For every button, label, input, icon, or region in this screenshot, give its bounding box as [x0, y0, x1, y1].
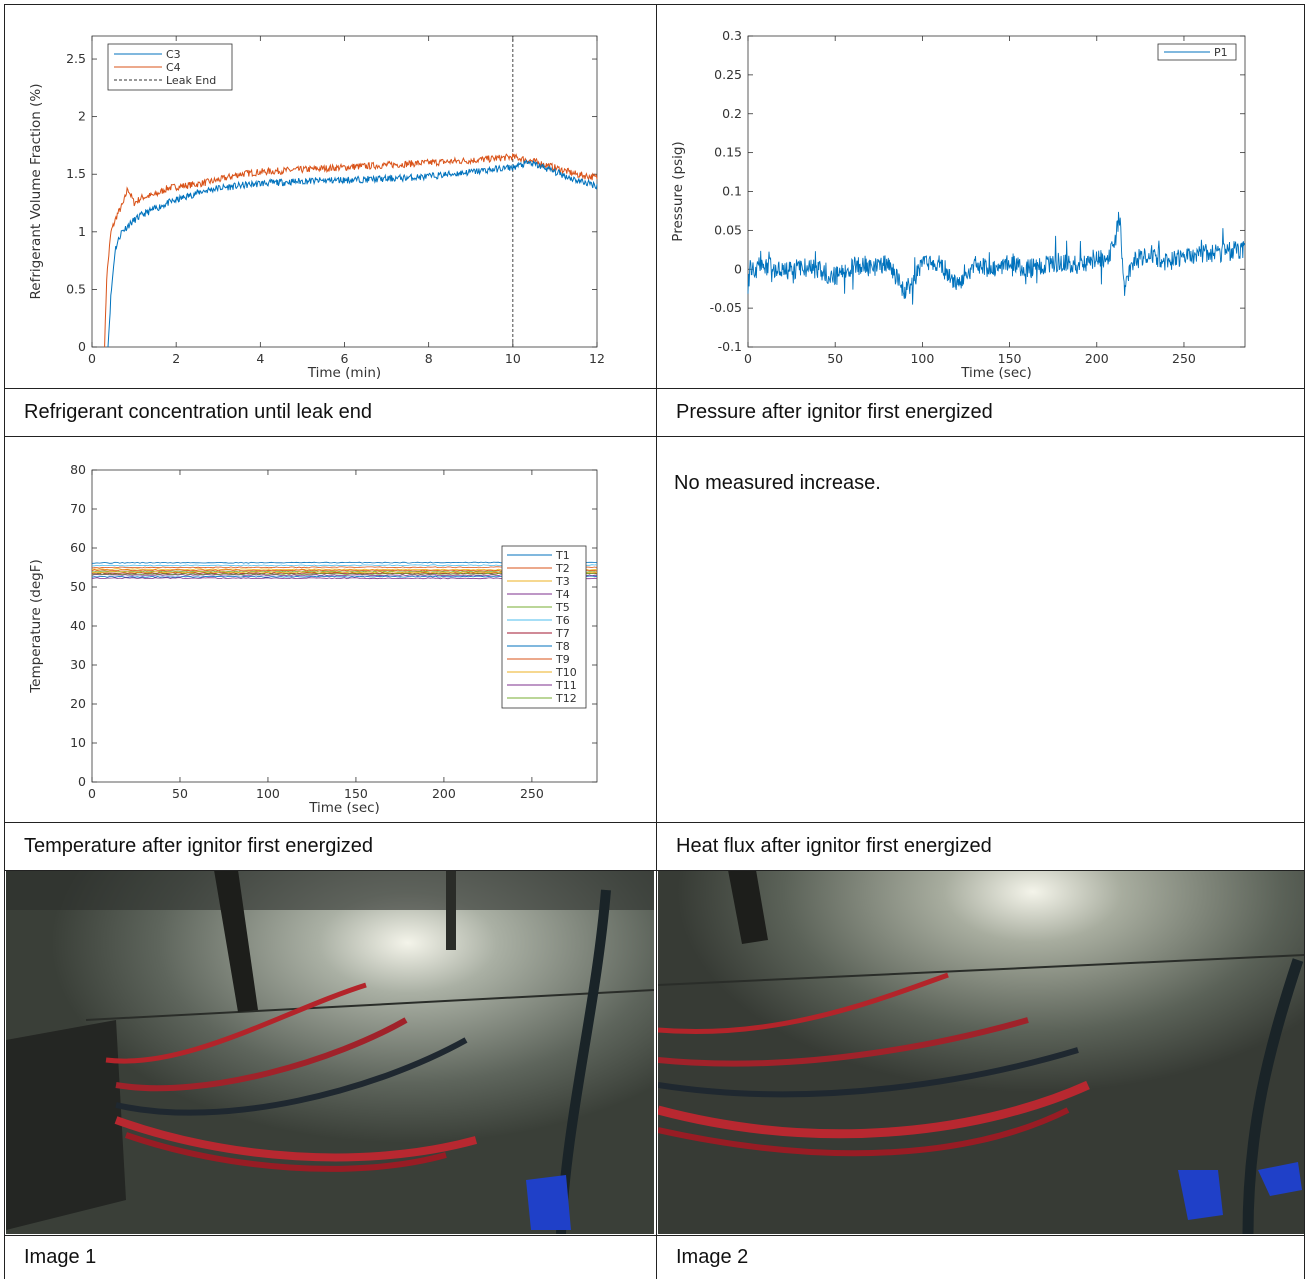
x-tick-label: 150	[998, 351, 1022, 366]
legend-label: T8	[555, 640, 570, 653]
y-axis-label: Refrigerant Volume Fraction (%)	[28, 83, 44, 299]
caption-image-2: Image 2	[676, 1246, 749, 1268]
y-tick-label: -0.1	[718, 339, 742, 354]
y-tick-label: -0.05	[710, 300, 742, 315]
legend-label: T7	[555, 627, 570, 640]
x-tick-label: 0	[744, 351, 752, 366]
x-tick-label: 10	[505, 351, 521, 366]
y-tick-label: 2.5	[66, 51, 86, 66]
x-tick-label: 250	[1172, 351, 1196, 366]
legend-label: T2	[555, 562, 570, 575]
heat-flux-result-text: No measured increase.	[674, 472, 881, 494]
y-tick-label: 10	[70, 735, 86, 750]
y-tick-label: 0.2	[722, 106, 742, 121]
plot-area	[747, 35, 1246, 348]
y-tick-label: 0.3	[722, 28, 742, 43]
y-axis-label: Pressure (psig)	[670, 141, 686, 241]
grid-line	[4, 436, 1305, 437]
x-axis-label: Time (sec)	[308, 800, 380, 816]
x-tick-label: 2	[172, 351, 180, 366]
y-tick-label: 0.25	[714, 67, 742, 82]
x-tick-label: 4	[256, 351, 264, 366]
legend-label: T10	[555, 666, 577, 679]
y-tick-label: 0	[734, 261, 742, 276]
x-tick-label: 12	[589, 351, 605, 366]
pressure-chart: 0 50 100 150 200 250 -0.1 -0.05 0 0.05 0.1 0.15 0.2 0…	[670, 28, 1246, 381]
legend-label: T9	[555, 653, 570, 666]
x-tick-label: 50	[827, 351, 843, 366]
series-c3	[107, 159, 598, 348]
grid-line	[4, 4, 1305, 5]
y-tick-label: 50	[70, 579, 86, 594]
legend-label: Leak End	[166, 74, 216, 87]
grid-line	[4, 388, 1305, 389]
y-tick-label: 40	[70, 618, 86, 633]
y-tick-label: 0.05	[714, 222, 742, 237]
concentration-chart-cell: 0 2 4 6 8 10 12 0 0.5 1 1.5 2 2.5 Time (min) Refrigera…	[4, 4, 656, 388]
caption-pressure: Pressure after ignitor first energized	[676, 400, 993, 423]
x-tick-label: 100	[910, 351, 934, 366]
series-p1	[747, 211, 1246, 305]
grid-line	[4, 4, 5, 1279]
legend-label: T4	[555, 588, 570, 601]
legend	[501, 545, 587, 709]
y-tick-label: 0.5	[66, 281, 86, 296]
x-tick-label: 6	[341, 351, 349, 366]
legend-label: T11	[555, 679, 577, 692]
legend-label: T3	[555, 575, 570, 588]
y-tick-label: 60	[70, 540, 86, 555]
grid-line	[4, 870, 1305, 871]
y-tick-label: 80	[70, 462, 86, 477]
temperature-chart-cell: 0 50 100 150 200 250 0 10 20 30 40 50 60 70 80 Time (se…	[4, 436, 656, 822]
concentration-chart: 0 2 4 6 8 10 12 0 0.5 1 1.5 2 2.5 Time (min) Refrigera…	[28, 35, 605, 381]
y-tick-label: 20	[70, 696, 86, 711]
legend-label: C4	[166, 61, 181, 74]
y-tick-label: 0.1	[722, 184, 742, 199]
y-tick-label: 30	[70, 657, 86, 672]
x-tick-label: 0	[88, 351, 96, 366]
x-tick-label: 200	[432, 786, 456, 801]
grid-line	[656, 4, 657, 1279]
caption-heat-flux: Heat flux after ignitor first energized	[676, 834, 992, 857]
y-tick-label: 0.15	[714, 145, 742, 160]
caption-concentration: Refrigerant concentration until leak end	[24, 400, 372, 423]
y-tick-label: 1.5	[66, 166, 86, 181]
legend-label: T5	[555, 601, 570, 614]
legend-label: T12	[555, 692, 577, 705]
temperature-chart: 0 50 100 150 200 250 0 10 20 30 40 50 60 70 80 Time (se…	[28, 462, 598, 816]
series-c4	[104, 152, 598, 348]
x-tick-label: 200	[1085, 351, 1109, 366]
y-tick-label: 70	[70, 501, 86, 516]
grid-line	[1304, 4, 1305, 1279]
legend-label: P1	[1214, 46, 1228, 59]
caption-temperature: Temperature after ignitor first energize…	[24, 834, 374, 857]
caption-image-1: Image 1	[24, 1246, 97, 1268]
test-photo-2	[658, 870, 1304, 1234]
x-tick-label: 8	[425, 351, 433, 366]
x-tick-label: 250	[520, 786, 544, 801]
y-axis-label: Temperature (degF)	[28, 559, 44, 694]
x-tick-label: 150	[344, 786, 368, 801]
grid-line	[4, 1235, 1305, 1236]
report-table: 0 2 4 6 8 10 12 0 0.5 1 1.5 2 2.5 Time (min) Refrigera…	[4, 4, 1305, 1279]
legend-label: C3	[166, 48, 181, 61]
x-tick-label: 100	[256, 786, 280, 801]
y-tick-label: 1	[78, 224, 86, 239]
grid-line	[4, 822, 1305, 823]
x-tick-label: 50	[172, 786, 188, 801]
x-tick-label: 0	[88, 786, 96, 801]
pressure-chart-cell: 0 50 100 150 200 250 -0.1 -0.05 0 0.05 0.1 0.15 0.2 0…	[656, 4, 1305, 388]
legend-label: T6	[555, 614, 570, 627]
y-tick-label: 0	[78, 339, 86, 354]
y-tick-label: 0	[78, 774, 86, 789]
test-photo-1	[6, 870, 654, 1234]
x-axis-label: Time (sec)	[960, 365, 1032, 381]
x-axis-label: Time (min)	[307, 365, 381, 381]
y-tick-label: 2	[78, 109, 86, 124]
legend-label: T1	[555, 549, 570, 562]
